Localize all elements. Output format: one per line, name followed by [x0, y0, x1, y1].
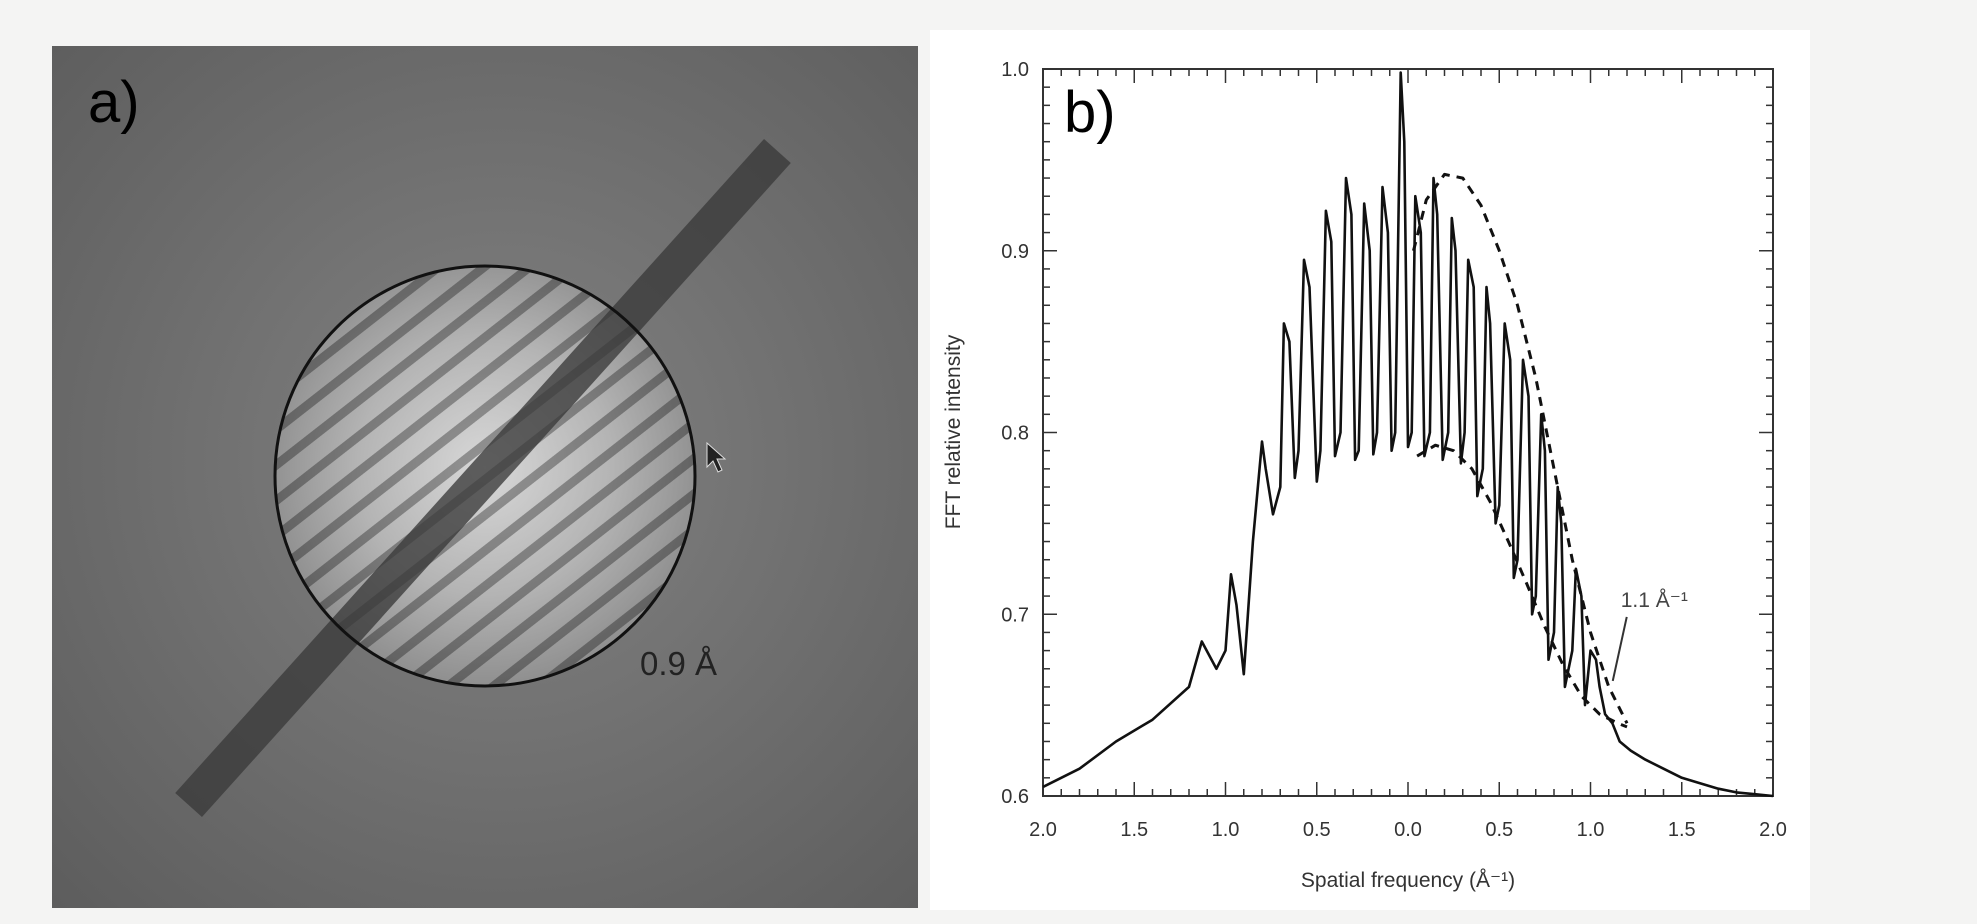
x-tick-label: 1.5	[1668, 819, 1696, 841]
y-tick-label: 0.6	[1001, 786, 1029, 808]
data-series	[1042, 71, 1774, 798]
panel-b-chart: 2.0 1.5 1.0 0.5 0.0 0.5 1.0 1.5 2.0 0.6 0.7 0.8 0.9…	[942, 59, 1787, 892]
annotations: 1.1 Å⁻¹	[1611, 589, 1688, 682]
x-tick-label: 2.0	[1029, 819, 1057, 841]
y-tick-label: 0.9	[1001, 241, 1029, 263]
tick-marks	[1042, 68, 1774, 797]
cursor-icon	[706, 441, 727, 473]
resolution-circle	[273, 264, 697, 688]
y-tick-labels: 0.6 0.7 0.8 0.9 1.0	[1001, 59, 1029, 808]
y-tick-label: 1.0	[1001, 59, 1029, 81]
y-tick-label: 0.8	[1001, 423, 1029, 445]
panel-a-label: a)	[88, 70, 140, 135]
x-tick-label: 0.5	[1303, 819, 1331, 841]
envelope-dashed-line	[1412, 172, 1629, 724]
x-tick-label: 1.0	[1577, 819, 1605, 841]
x-tick-label: 1.5	[1120, 819, 1148, 841]
panel-b-background	[930, 30, 1810, 910]
profile-line-bar	[175, 138, 791, 818]
annotation-label: 1.1 Å⁻¹	[1621, 589, 1688, 612]
x-tick-labels: 2.0 1.5 1.0 0.5 0.0 0.5 1.0 1.5 2.0	[1029, 819, 1787, 841]
circle-resolution-label: 0.9 Å	[640, 645, 717, 682]
y-axis-title: FFT relative intensity	[942, 334, 965, 529]
panel-a-image: a) 0.9 Å	[52, 46, 918, 908]
x-tick-label: 0.5	[1485, 819, 1513, 841]
annotation-pointer	[1611, 616, 1628, 682]
x-axis-title: Spatial frequency (Å⁻¹)	[1301, 869, 1515, 892]
y-tick-label: 0.7	[1001, 604, 1029, 626]
x-tick-label: 0.0	[1394, 819, 1422, 841]
x-tick-label: 2.0	[1759, 819, 1787, 841]
x-tick-label: 1.0	[1212, 819, 1240, 841]
panel-b-label: b)	[1064, 80, 1116, 145]
envelope-dashed-line	[1416, 443, 1628, 729]
